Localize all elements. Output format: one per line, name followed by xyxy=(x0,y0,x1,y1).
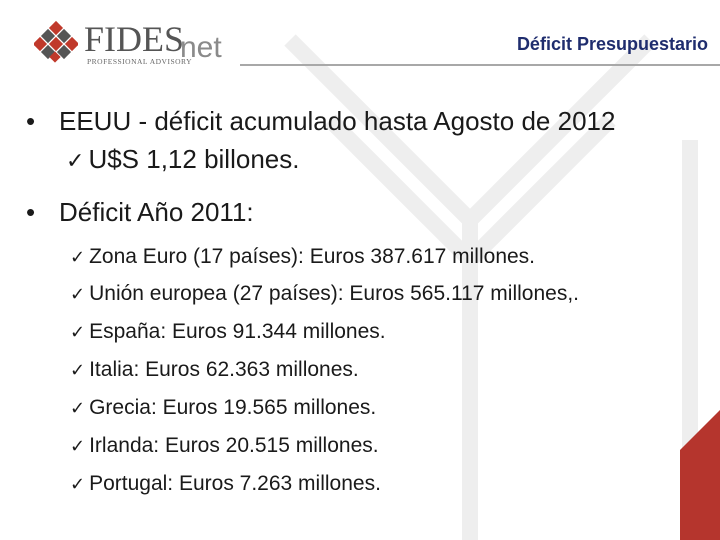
list-item-text: Italia: Euros 62.363 millones. xyxy=(89,358,359,381)
list-item-text: Portugal: Euros 7.263 millones. xyxy=(89,472,381,495)
header-divider xyxy=(240,64,720,66)
logo-diamond-icon xyxy=(34,20,78,63)
list-item-text: Irlanda: Euros 20.515 millones. xyxy=(89,434,379,457)
list-item: ✓ Portugal: Euros 7.263 millones. xyxy=(70,471,381,498)
list-item: ✓ España: Euros 91.344 millones. xyxy=(70,319,386,346)
bullet-dot-icon: • xyxy=(26,106,36,136)
logo-suffix: net xyxy=(180,31,222,64)
checkmark-icon: ✓ xyxy=(70,284,86,305)
list-item-text: España: Euros 91.344 millones. xyxy=(89,320,386,343)
logo-brand: FIDES xyxy=(84,19,185,59)
list-item-text: Unión europea (27 países): Euros 565.117… xyxy=(89,282,579,305)
list-item: ✓ Grecia: Euros 19.565 millones. xyxy=(70,395,376,422)
list-item-text: Grecia: Euros 19.565 millones. xyxy=(89,396,377,419)
corner-accent xyxy=(680,410,720,540)
list-item: ✓ Italia: Euros 62.363 millones. xyxy=(70,357,359,384)
bullet-text: EEUU - déficit acumulado hasta Agosto de… xyxy=(59,106,616,136)
fides-logo: FIDES net PROFESSIONAL ADVISORY xyxy=(30,14,230,70)
checkmark-icon: ✓ xyxy=(70,474,86,495)
bullet-dot-icon: • xyxy=(26,197,36,227)
sub-item-eeuu: ✓ U$S 1,12 billones. xyxy=(66,144,299,177)
checkmark-icon: ✓ xyxy=(70,360,86,381)
bullet-eeuu: • EEUU - déficit acumulado hasta Agosto d… xyxy=(26,106,615,136)
checkmark-icon: ✓ xyxy=(70,322,86,343)
checkmark-icon: ✓ xyxy=(70,398,86,419)
sub-item-text: U$S 1,12 billones. xyxy=(88,144,300,174)
slide-title: Déficit Presupuestario xyxy=(516,34,708,54)
list-item: ✓ Irlanda: Euros 20.515 millones. xyxy=(70,433,379,460)
checkmark-icon: ✓ xyxy=(66,149,85,174)
bullet-text: Déficit Año 2011: xyxy=(59,197,254,227)
list-item-text: Zona Euro (17 países): Euros 387.617 mil… xyxy=(89,245,536,268)
logo-tagline: PROFESSIONAL ADVISORY xyxy=(87,57,193,66)
list-item: ✓ Unión europea (27 países): Euros 565.11… xyxy=(70,281,579,308)
list-item: ✓ Zona Euro (17 países): Euros 387.617 mi… xyxy=(70,244,535,271)
checkmark-icon: ✓ xyxy=(70,247,86,268)
bullet-deficit-2011: • Déficit Año 2011: xyxy=(26,197,254,227)
checkmark-icon: ✓ xyxy=(70,436,86,457)
